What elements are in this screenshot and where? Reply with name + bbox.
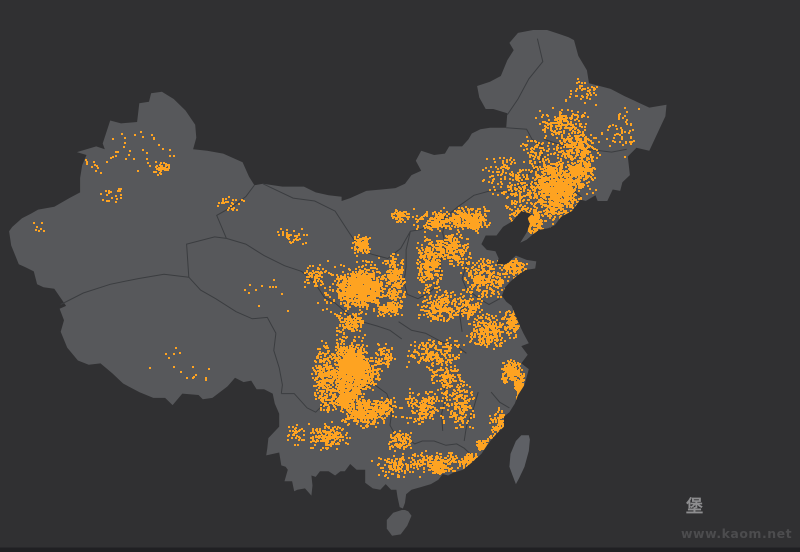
bottom-edge-bar xyxy=(0,547,800,552)
watermark: www.kaom.net xyxy=(681,526,793,541)
keyword-label: 堡 xyxy=(686,497,703,517)
hainan-island-shape xyxy=(386,510,412,536)
place-name-dots xyxy=(33,78,640,479)
taiwan-island-shape xyxy=(509,435,530,485)
china-mainland-shape xyxy=(9,30,667,509)
